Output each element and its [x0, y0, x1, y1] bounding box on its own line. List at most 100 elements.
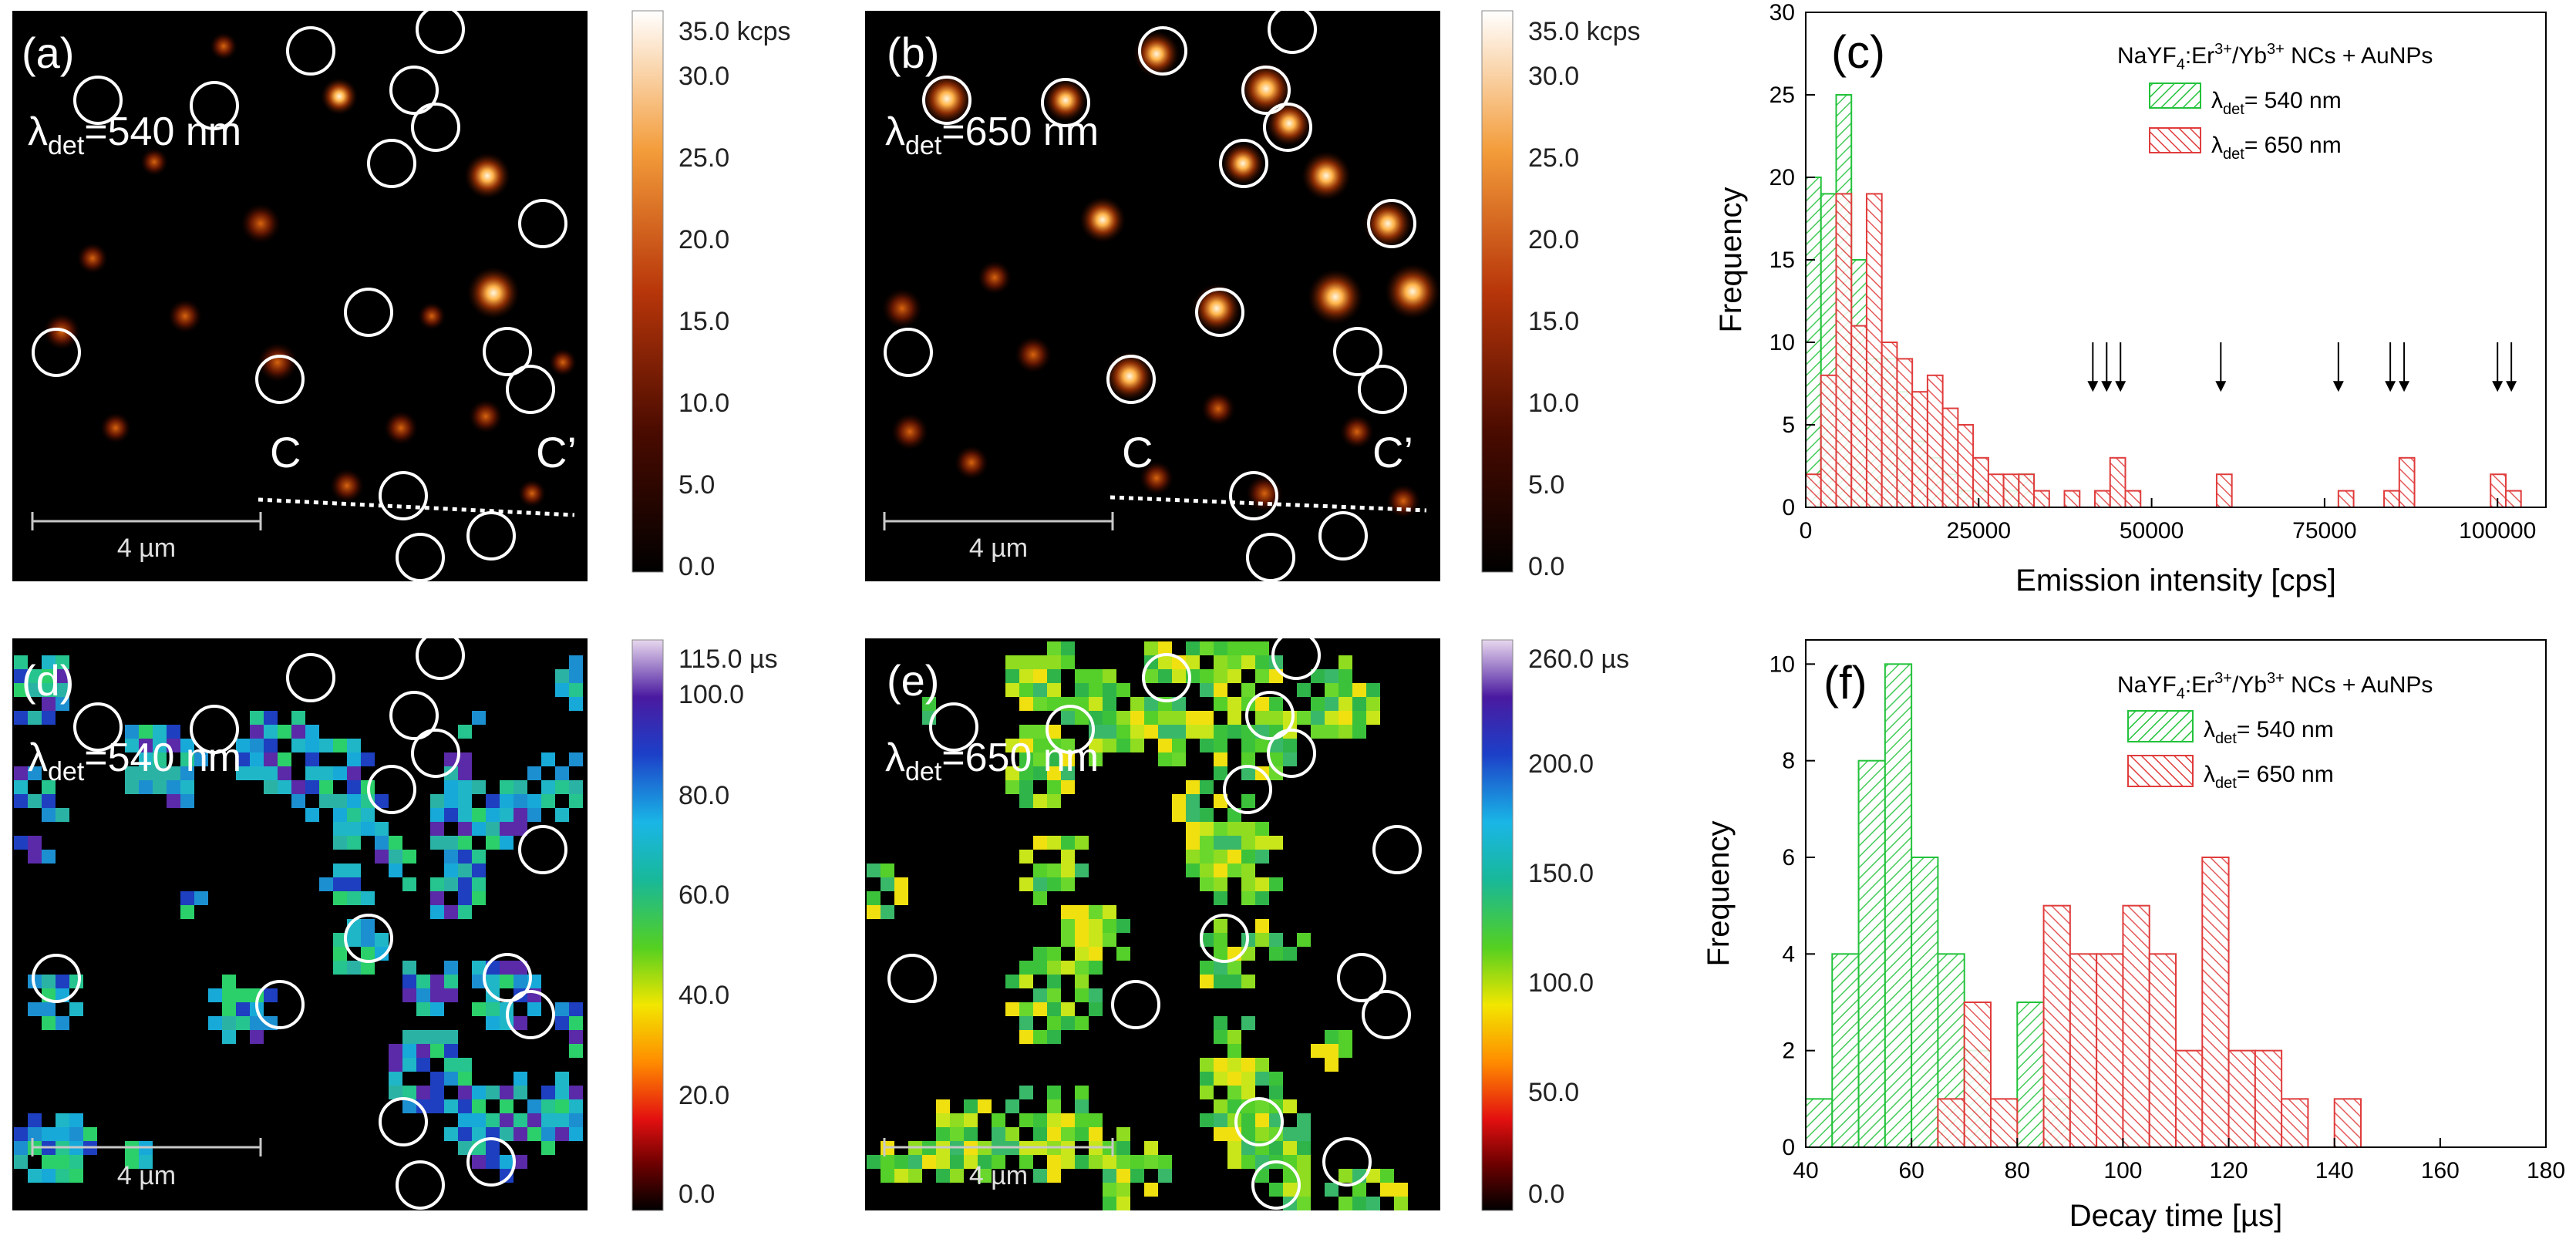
pixels-e-cell	[867, 891, 881, 905]
chart-c-legend-540: λdet= 540 nm	[2211, 88, 2342, 118]
pixels-d-cell	[430, 877, 444, 891]
pixels-d-cell	[444, 1058, 458, 1072]
pixels-d-cell	[569, 1099, 583, 1113]
pixels-e-cell	[1047, 975, 1061, 988]
pixels-e-cell	[1005, 669, 1019, 683]
pixels-d-cell	[347, 933, 361, 947]
pixels-e-cell	[1325, 725, 1339, 739]
pixels-e-cell	[1047, 988, 1061, 1002]
pixels-d-cell	[458, 1058, 472, 1072]
pixels-e-cell	[1005, 780, 1019, 794]
chart-c-bar-1-7	[1911, 391, 1928, 509]
pixels-e-cell	[1241, 794, 1255, 808]
pixels-d-cell	[236, 1002, 250, 1016]
chart-c-bar-1-12	[1987, 473, 2005, 509]
pixels-d-cell	[347, 891, 361, 905]
pixels-d-cell	[486, 808, 500, 822]
pixels-e-cell	[1283, 1099, 1297, 1113]
pixels-e-cell	[1241, 822, 1255, 836]
chart-c-bar-1-2	[1835, 193, 1853, 508]
pixels-e-cell	[1269, 1141, 1283, 1155]
pixels-d-cell	[472, 850, 486, 864]
pixels-e-cell	[1144, 697, 1158, 711]
pixels-d-cell	[375, 947, 389, 961]
pixels-e-cell	[1241, 655, 1255, 669]
pixels-e-cell	[1061, 836, 1075, 850]
colorbar-d-tick-0: 115.0 µs	[679, 645, 778, 674]
pixels-d-cell	[527, 808, 541, 822]
panel-a-scalebar: 4 µm	[31, 512, 262, 563]
pixels-d-cell	[458, 1086, 472, 1099]
pixels-d-cell	[402, 1099, 416, 1113]
colorbar-b-tick-3: 20.0	[1528, 225, 1579, 254]
pixels-d-cell	[167, 739, 180, 752]
pixels-e-cell	[1158, 739, 1172, 752]
colorbar-a-tick-7: 0.0	[679, 552, 715, 581]
pixels-e-cell	[1019, 1086, 1033, 1099]
pixels-e-cell	[1089, 697, 1103, 711]
pixels-e-cell	[1075, 1016, 1089, 1030]
pixels-e-cell	[1075, 1155, 1089, 1169]
pixels-d-cell	[458, 905, 472, 919]
pixels-d-cell	[333, 877, 347, 891]
pixels-d-cell	[250, 739, 264, 752]
pixels-e-cell	[1089, 1113, 1103, 1127]
pixels-e-cell	[1116, 1183, 1130, 1197]
panel-d-scalebar-label: 4 µm	[117, 1161, 176, 1190]
pixels-e-cell	[1283, 1141, 1297, 1155]
pixels-e-cell	[1214, 933, 1227, 947]
pixels-e-cell	[1089, 669, 1103, 683]
chart-c-legend-title: NaYF4:Er3+/Yb3+ NCs + AuNPs	[2117, 41, 2433, 73]
pixels-e-cell	[1005, 655, 1019, 669]
pixels-e-cell	[1075, 961, 1089, 975]
pixels-e-cell	[964, 1155, 978, 1169]
pixels-e-cell	[1103, 933, 1116, 947]
pixels-e-cell	[1352, 697, 1366, 711]
chart-c-bar-1-6	[1896, 358, 1914, 508]
pixels-e-cell	[922, 1155, 936, 1169]
pixels-e-cell	[1019, 1030, 1033, 1044]
pixels-d-cell	[500, 1086, 514, 1099]
pixels-d-cell	[486, 1113, 500, 1127]
pixels-e-cell	[1103, 697, 1116, 711]
pixels-e-cell	[1366, 697, 1380, 711]
chart-c-xtick-label-0: 0	[1800, 518, 1813, 544]
panel-e-label: (e)	[887, 656, 939, 705]
pixels-e-cell	[1214, 1058, 1227, 1072]
pixels-e-cell	[1255, 1072, 1269, 1086]
pixels-d-cell	[69, 975, 83, 988]
pixels-d-cell	[527, 794, 541, 808]
pixels-e-cell	[1061, 919, 1075, 933]
panel-b-circles	[884, 5, 1416, 582]
chart-f-ytick-label-4: 8	[1782, 749, 1795, 774]
pixels-e-cell	[1214, 864, 1227, 877]
pixels-e-cell	[1130, 1155, 1144, 1169]
pixels-d-cell	[430, 1099, 444, 1113]
pixels-d-cell	[236, 988, 250, 1002]
pixels-e-cell	[1255, 822, 1269, 836]
pixels-e-cell	[1283, 947, 1297, 961]
pixels-e-cell	[1186, 808, 1200, 822]
chart-f-bar-1-13	[2333, 1098, 2362, 1149]
pixels-e-cell	[1116, 1155, 1130, 1169]
chart-c-arrow-head-0	[2087, 381, 2099, 392]
pixels-e-cell	[1033, 1127, 1047, 1141]
panel-d-pixels	[14, 655, 583, 1183]
chart-c-bar-1-8	[1926, 374, 1944, 508]
pixels-e-cell	[1116, 725, 1130, 739]
panel-b-c-left: C	[1122, 428, 1153, 476]
pixels-d-cell	[180, 766, 194, 780]
chart-f-legend-title: NaYF4:Er3+/Yb3+ NCs + AuNPs	[2117, 670, 2433, 702]
pixels-e-cell	[1005, 1127, 1019, 1141]
chart-f-xtick-label-6: 160	[2421, 1158, 2460, 1183]
pixels-e-cell	[1061, 961, 1075, 975]
pixels-d-cell	[361, 808, 375, 822]
pixels-e-cell	[1200, 850, 1214, 864]
chart-f: 40 60 80 100 120 140 160 180 0 2 4 6 8 10 (f) NaYF4:E…	[1702, 639, 2565, 1233]
pixels-d-cell	[458, 822, 472, 836]
pixels-e-cell	[1089, 1002, 1103, 1016]
pixels-d-cell	[402, 1058, 416, 1072]
pixels-d-cell	[555, 1086, 569, 1099]
pixels-d-cell	[389, 836, 402, 850]
panel-b-scalebar: 4 µm	[883, 512, 1114, 563]
